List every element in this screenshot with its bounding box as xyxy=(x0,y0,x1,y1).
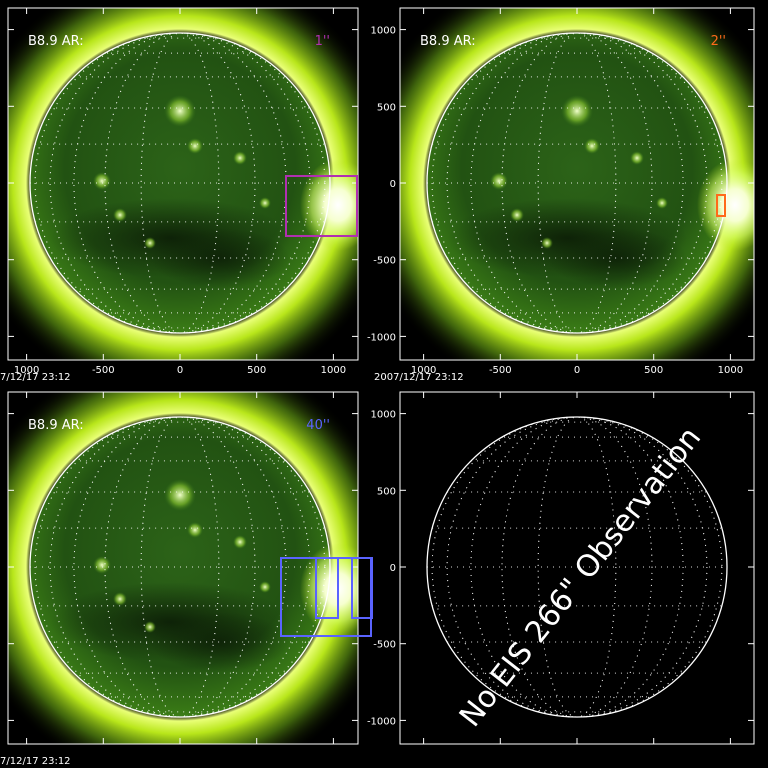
bright-point xyxy=(113,208,127,222)
panel-4: 1000 500 0 -500 -1000 xyxy=(367,391,755,745)
y-tick-label: 1000 xyxy=(371,26,396,37)
longitude-line xyxy=(501,416,653,718)
eis-fov-box-1arcsec xyxy=(285,175,358,237)
timestamp: 7/12/17 23:12 xyxy=(0,372,71,383)
bright-point xyxy=(233,535,247,549)
bright-point xyxy=(656,197,668,209)
longitude-line xyxy=(470,32,684,334)
bright-point xyxy=(164,479,196,511)
solar-limb xyxy=(29,416,331,718)
coordinate-grid xyxy=(427,32,727,334)
resolution-tag: 2'' xyxy=(711,34,726,49)
longitude-line xyxy=(140,416,220,718)
resolution-tag: 1'' xyxy=(315,34,330,49)
x-tick-label: 1000 xyxy=(321,365,346,376)
timestamp: 7/12/17 23:12 xyxy=(0,756,71,767)
longitude-line xyxy=(501,32,653,334)
longitude-line xyxy=(34,32,326,334)
x-tick-label: -500 xyxy=(489,365,512,376)
longitude-line xyxy=(140,32,220,334)
x-tick-label: 500 xyxy=(644,365,663,376)
timestamp: 2007/12/17 23:12 xyxy=(374,372,464,383)
x-tick-label: -500 xyxy=(92,365,115,376)
panel-frame xyxy=(7,391,359,745)
y-tick-label: 0 xyxy=(390,179,396,190)
bright-point xyxy=(164,95,196,127)
x-tick-label: 1000 xyxy=(718,365,743,376)
bright-point xyxy=(144,237,156,249)
y-tick-label: 1000 xyxy=(371,410,396,421)
y-tick-label: -1000 xyxy=(367,716,396,727)
no-observation-text: No EIS 266" Observation xyxy=(453,421,708,734)
bright-point xyxy=(187,522,203,538)
bright-point xyxy=(561,95,593,127)
coronal-hole xyxy=(150,612,290,672)
x-tick-label: 0 xyxy=(177,365,183,376)
bright-point xyxy=(113,592,127,606)
bright-point xyxy=(93,556,111,574)
longitude-line xyxy=(104,32,256,334)
bright-point xyxy=(584,138,600,154)
panel-image xyxy=(426,416,728,718)
longitude-line xyxy=(537,416,617,718)
bright-point xyxy=(541,237,553,249)
panel-3: B8.9 AR: 40'' 7/12/17 23:12 xyxy=(0,391,359,767)
bright-point xyxy=(187,138,203,154)
active-region xyxy=(300,159,358,251)
x-tick-label: 1000 xyxy=(14,365,39,376)
panel-image xyxy=(8,8,358,360)
eis-fov-box-40arcsec xyxy=(315,557,339,619)
bright-point xyxy=(144,621,156,633)
panel-image xyxy=(8,392,358,744)
solar-limb xyxy=(426,32,728,334)
x-tick-label: 500 xyxy=(247,365,266,376)
x-tick-label: 1000 xyxy=(411,365,436,376)
y-tick-label: 500 xyxy=(377,102,396,113)
panel-label: B8.9 AR: xyxy=(28,418,84,433)
bright-point xyxy=(490,172,508,190)
panel-label: B8.9 AR: xyxy=(28,34,84,49)
bright-point xyxy=(259,197,271,209)
y-tick-label: -500 xyxy=(373,640,396,651)
bright-point xyxy=(259,581,271,593)
y-tick-label: 500 xyxy=(377,486,396,497)
bright-point xyxy=(233,151,247,165)
panel-label: B8.9 AR: xyxy=(420,34,476,49)
solar-limb xyxy=(426,416,728,718)
eis-fov-box-2arcsec xyxy=(716,194,726,217)
y-tick-label: -1000 xyxy=(367,332,396,343)
resolution-tag: 40'' xyxy=(306,418,330,433)
y-tick-label: -500 xyxy=(373,256,396,267)
longitude-line xyxy=(537,32,617,334)
bright-point xyxy=(93,172,111,190)
y-tick-label: 0 xyxy=(390,563,396,574)
panel-2: B8.9 AR: 2'' 1000 500 0 -500 -1000 1000 -500 0 500… xyxy=(367,7,755,383)
longitude-line xyxy=(104,416,256,718)
panel-image xyxy=(400,8,754,360)
solar-limb xyxy=(29,32,331,334)
bright-point xyxy=(510,208,524,222)
coronal-hole xyxy=(150,228,290,288)
eis-fov-box-40arcsec xyxy=(351,557,373,619)
longitude-line xyxy=(73,416,287,718)
coronal-hole xyxy=(547,228,687,288)
longitude-line xyxy=(470,416,684,718)
x-tick-label: 0 xyxy=(574,365,580,376)
longitude-line xyxy=(34,416,326,718)
bright-point xyxy=(630,151,644,165)
